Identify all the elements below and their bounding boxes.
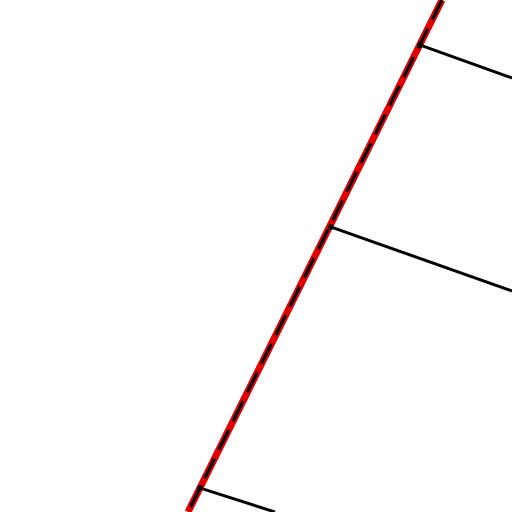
route bbox=[184, 0, 446, 512]
street bbox=[330, 225, 512, 293]
junction bbox=[417, 42, 423, 48]
street bbox=[419, 43, 512, 80]
street bbox=[199, 486, 276, 512]
junction bbox=[197, 485, 203, 491]
junction bbox=[328, 224, 334, 230]
